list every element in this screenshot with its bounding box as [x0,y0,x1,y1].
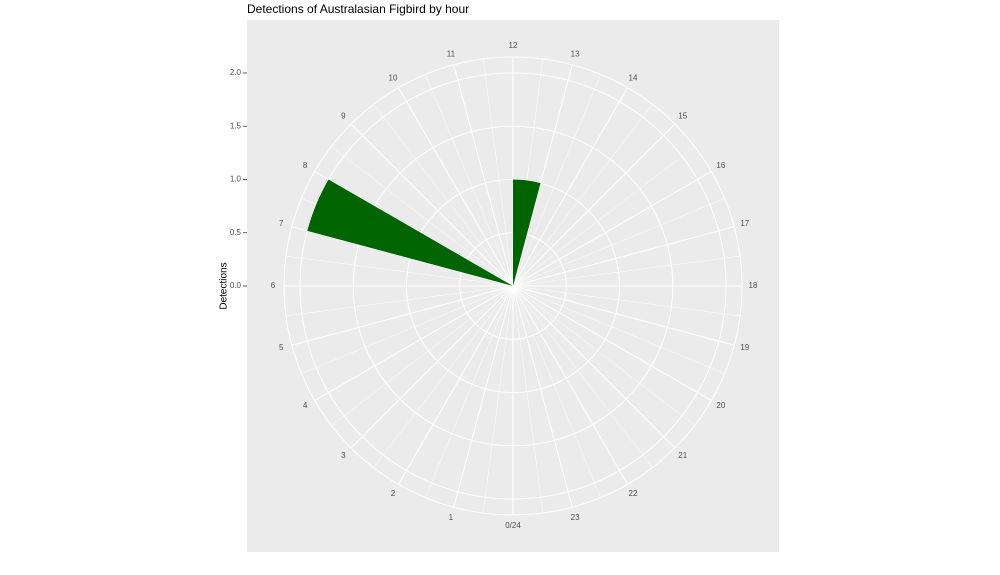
minor-spoke [285,255,514,287]
y-axis-title: Detections [219,262,230,309]
spoke [512,285,628,485]
minor-spoke [331,146,514,287]
x-tick-label: 12 [509,41,518,50]
x-tick-label: 15 [678,111,687,120]
x-tick-label: 23 [571,513,580,522]
x-tick-label: 14 [629,73,638,82]
spoke [512,123,676,287]
x-tick-label: 9 [341,111,346,120]
spoke [350,123,514,287]
x-tick-label: 13 [571,49,580,58]
minor-spoke [512,104,653,287]
x-tick-label: 11 [447,49,456,58]
spoke [453,64,514,287]
x-tick-label: 20 [716,401,725,410]
spoke [398,285,514,485]
x-tick-label: 8 [303,161,308,170]
y-tick-label: 1.5 [230,121,242,130]
minor-spoke [425,285,514,498]
x-tick-label: 2 [391,489,396,498]
spoke [350,285,514,449]
spoke [512,285,712,401]
minor-spoke [425,74,514,287]
minor-spoke [512,255,741,287]
x-tick-label: 21 [678,451,687,460]
minor-spoke [512,285,544,514]
x-tick-label: 1 [449,513,454,522]
chart-title: Detections of Australasian Figbird by ho… [247,2,469,16]
spoke [512,285,573,508]
x-tick-label: 16 [716,161,725,170]
x-tick-label: 22 [629,489,638,498]
minor-spoke [512,285,601,498]
minor-spoke [285,285,514,317]
minor-spoke [301,285,514,374]
minor-spoke [512,285,725,374]
y-tick-label: 1.0 [230,175,242,184]
spoke [512,226,735,287]
spoke [512,285,676,449]
spoke [398,87,514,287]
x-tick-label: 19 [740,343,749,352]
spoke [512,87,628,287]
minor-spoke [482,285,514,514]
x-tick-label: 4 [303,401,308,410]
minor-spoke [512,285,653,468]
x-tick-label: 17 [740,219,749,228]
minor-spoke [373,104,514,287]
x-tick-label: 5 [279,343,284,352]
spoke [512,285,735,346]
bar [513,179,541,286]
minor-spoke [512,285,695,426]
x-tick-label: 18 [749,281,758,290]
minor-spoke [512,198,725,287]
y-tick-label: 0.5 [230,228,242,237]
spoke [291,285,514,346]
minor-spoke [331,285,514,426]
minor-spoke [512,285,741,317]
x-tick-label: 0/24 [505,521,521,530]
minor-spoke [512,74,601,287]
x-tick-label: 6 [271,281,276,290]
minor-spoke [482,58,514,287]
minor-spoke [512,146,695,287]
bar [307,179,513,286]
y-tick-label: 0.0 [230,281,242,290]
y-tick-label: 2.0 [230,68,242,77]
x-tick-label: 7 [279,219,284,228]
spoke [453,285,514,508]
x-tick-label: 3 [341,451,346,460]
spoke [512,171,712,287]
spoke [314,285,514,401]
minor-spoke [373,285,514,468]
x-tick-label: 10 [389,73,398,82]
